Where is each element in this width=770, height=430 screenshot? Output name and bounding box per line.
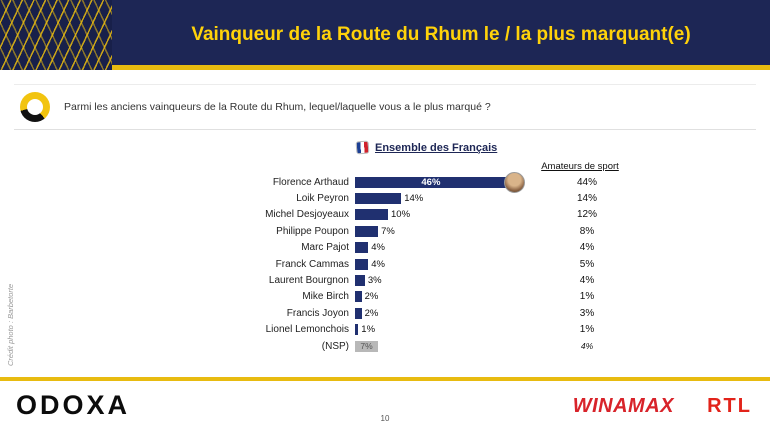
bar-zone: 14%: [355, 193, 547, 205]
bar-zone: 1%: [355, 324, 547, 336]
bar: 46%: [355, 176, 507, 188]
chart-row: Mike Birch 2% 1%: [115, 289, 635, 305]
bar-value: 2%: [364, 307, 379, 319]
question-text: Parmi les anciens vainqueurs de la Route…: [64, 101, 491, 113]
category-label: Loik Peyron: [296, 193, 349, 205]
amateurs-value: 12%: [576, 209, 597, 221]
bar: [355, 324, 359, 336]
winamax-logo: WINAMAX: [572, 395, 674, 417]
bar: [355, 193, 402, 205]
footer-divider: [0, 377, 770, 381]
chart-row: Francis Joyon 2% 3%: [115, 305, 635, 321]
bar: [355, 209, 388, 221]
bar-value: 2%: [364, 291, 379, 303]
amateurs-value: 3%: [579, 307, 595, 319]
chart-title-group: Ensemble des Français: [355, 140, 498, 155]
header: Vainqueur de la Route du Rhum le / la pl…: [0, 0, 770, 70]
category-label: Marc Pajot: [301, 242, 349, 254]
secondary-column-header: Amateurs de sport: [541, 161, 619, 172]
slide-title: Vainqueur de la Route du Rhum le / la pl…: [191, 24, 691, 45]
bar: [355, 258, 369, 270]
chevron-pattern-decoration: [0, 0, 112, 70]
photo-credit: Crédit photo : Barbetorte: [6, 283, 15, 366]
odoxa-mark-icon: [20, 92, 50, 122]
bar-value: 3%: [367, 275, 382, 287]
bar-zone: 10%: [355, 209, 547, 221]
bar: 7%: [355, 340, 379, 352]
amateurs-value: 4%: [579, 242, 595, 254]
category-label: (NSP): [321, 340, 349, 352]
bar-value: 7%: [360, 341, 373, 352]
amateurs-value: 4%: [579, 275, 595, 287]
amateurs-value: 4%: [580, 341, 594, 352]
chart-row: Laurent Bourgnon 3% 4%: [115, 272, 635, 288]
chart-row: Florence Arthaud 46% 44%: [115, 171, 635, 193]
chart-row: Michel Desjoyeaux 10% 12%: [115, 207, 635, 223]
chart-row: Philippe Poupon 7% 8%: [115, 223, 635, 239]
bar-zone: 4%: [355, 258, 547, 270]
rtl-logo: RTL: [707, 395, 752, 417]
chart-row: (NSP) 7% 4%: [115, 338, 635, 354]
question-strip: Parmi les anciens vainqueurs de la Route…: [14, 84, 756, 130]
chart-row: Lionel Lemonchois 1% 1%: [115, 322, 635, 338]
french-flag-icon: [355, 140, 370, 155]
bar-value: 10%: [391, 209, 411, 221]
page-number: 10: [380, 414, 390, 423]
category-label: Mike Birch: [302, 291, 349, 303]
category-label: Philippe Poupon: [276, 225, 349, 237]
category-label: Florence Arthaud: [272, 176, 349, 188]
category-label: Laurent Bourgnon: [268, 275, 349, 287]
bar: [355, 275, 365, 287]
bar-value: 14%: [404, 193, 424, 205]
amateurs-value: 44%: [576, 176, 597, 188]
bar: [355, 291, 362, 303]
florence-arthaud-photo: [503, 171, 525, 193]
amateurs-value: 1%: [579, 324, 595, 336]
bar-value: 4%: [371, 258, 385, 270]
bar-zone: 3%: [355, 275, 547, 287]
chart-rows: Florence Arthaud 46% 44% Loik Peyron 14% 14% M…: [115, 171, 635, 354]
bar: [355, 242, 369, 254]
bar-zone: 7%: [355, 340, 547, 352]
amateurs-value: 1%: [579, 291, 595, 303]
amateurs-value: 8%: [579, 225, 595, 237]
category-label: Franck Cammas: [275, 258, 349, 270]
chart-row: Loik Peyron 14% 14%: [115, 190, 635, 206]
bar-value: 4%: [371, 242, 385, 254]
category-label: Michel Desjoyeaux: [265, 209, 349, 221]
bar-zone: 2%: [355, 291, 547, 303]
bar: [355, 307, 362, 319]
bar-zone: 2%: [355, 307, 547, 319]
category-label: Lionel Lemonchois: [265, 324, 349, 336]
bar-zone: 7%: [355, 225, 547, 237]
odoxa-logo: ODOXA: [16, 390, 131, 420]
bar-value: 46%: [421, 176, 441, 188]
chart-row: Franck Cammas 4% 5%: [115, 256, 635, 272]
bar-zone: 4%: [355, 242, 547, 254]
bar-value: 7%: [381, 225, 395, 237]
bar-zone: 46%: [355, 171, 547, 193]
category-label: Francis Joyon: [286, 307, 349, 319]
chart-row: Marc Pajot 4% 4%: [115, 240, 635, 256]
amateurs-value: 5%: [579, 258, 595, 270]
bar: [355, 225, 379, 237]
chart-title: Ensemble des Français: [375, 141, 498, 154]
amateurs-value: 14%: [576, 193, 597, 205]
bar-value: 1%: [361, 324, 376, 336]
